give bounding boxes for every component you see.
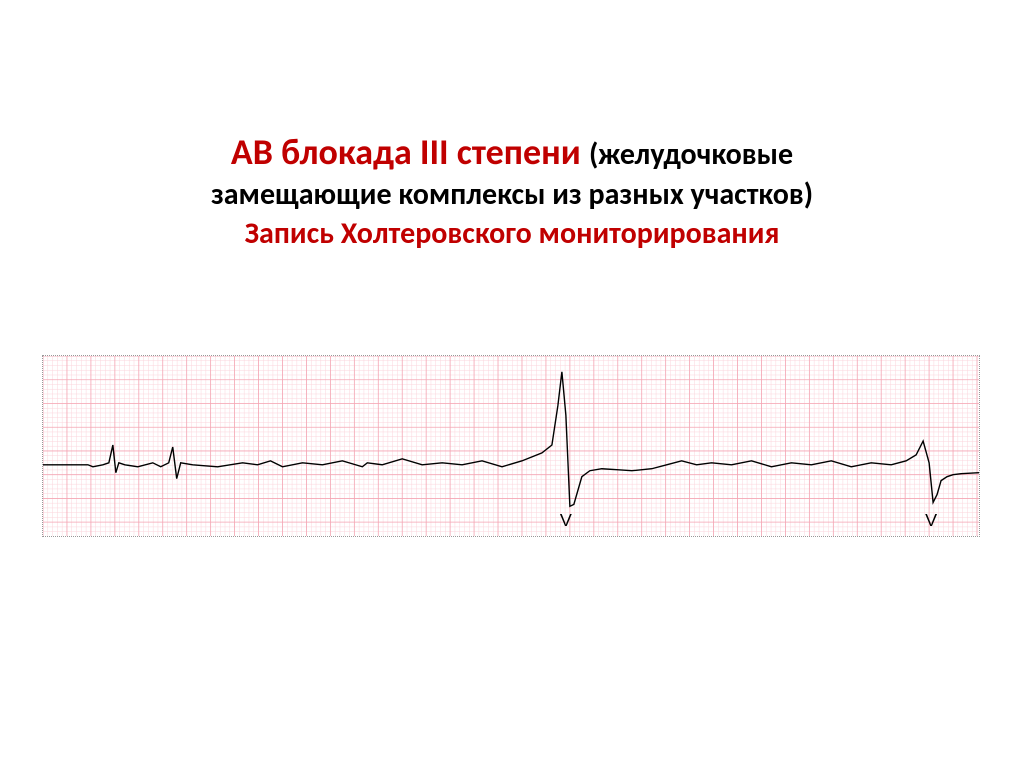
slide-title: АВ блокада III степени (желудочковые зам…	[0, 130, 1024, 253]
ecg-svg: VV	[43, 356, 979, 536]
svg-text:V: V	[925, 510, 937, 530]
title-line-3: Запись Холтеровского мониторирования	[60, 214, 964, 253]
title-line-2: замещающие комплексы из разных участков)	[60, 175, 964, 214]
title-part-black: (желудочковые	[589, 136, 793, 173]
title-line-1: АВ блокада III степени (желудочковые	[60, 130, 964, 175]
title-part-red: АВ блокада III степени	[231, 130, 589, 174]
ecg-strip: VV	[42, 355, 980, 537]
svg-text:V: V	[560, 510, 572, 530]
